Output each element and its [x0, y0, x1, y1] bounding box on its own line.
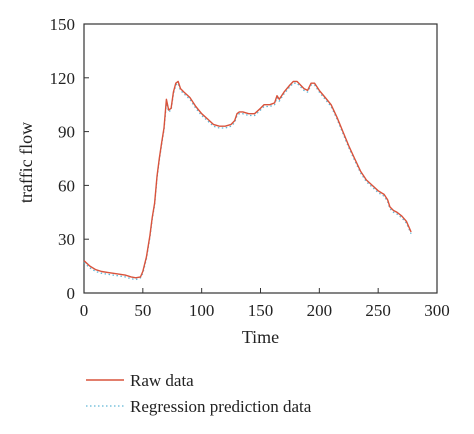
plot-area-frame [83, 23, 438, 294]
y-tick-label: 60 [58, 176, 75, 195]
series-lines [83, 80, 412, 281]
x-axis-ticks: 0 50 100 150 200 250 300 [80, 288, 450, 320]
x-tick-label: 300 [424, 301, 450, 320]
legend-label-raw-data: Raw data [130, 371, 194, 390]
y-axis-title: traffic flow [16, 122, 36, 203]
x-tick-label: 0 [80, 301, 89, 320]
y-tick-label: 30 [58, 230, 75, 249]
x-tick-label: 150 [248, 301, 274, 320]
legend: Raw data Regression prediction data [86, 371, 312, 416]
legend-label-regression-prediction-data: Regression prediction data [130, 397, 312, 416]
x-tick-label: 50 [134, 301, 151, 320]
x-axis-title: Time [242, 327, 279, 347]
x-tick-label: 200 [307, 301, 333, 320]
y-tick-label: 0 [67, 284, 76, 303]
series-line-raw-data [83, 80, 412, 279]
x-tick-label: 250 [365, 301, 391, 320]
y-tick-label: 150 [50, 15, 76, 34]
y-tick-label: 90 [58, 123, 75, 142]
y-axis-ticks: 0 30 60 90 120 150 [50, 15, 89, 303]
x-tick-label: 100 [189, 301, 215, 320]
y-tick-label: 120 [50, 69, 76, 88]
